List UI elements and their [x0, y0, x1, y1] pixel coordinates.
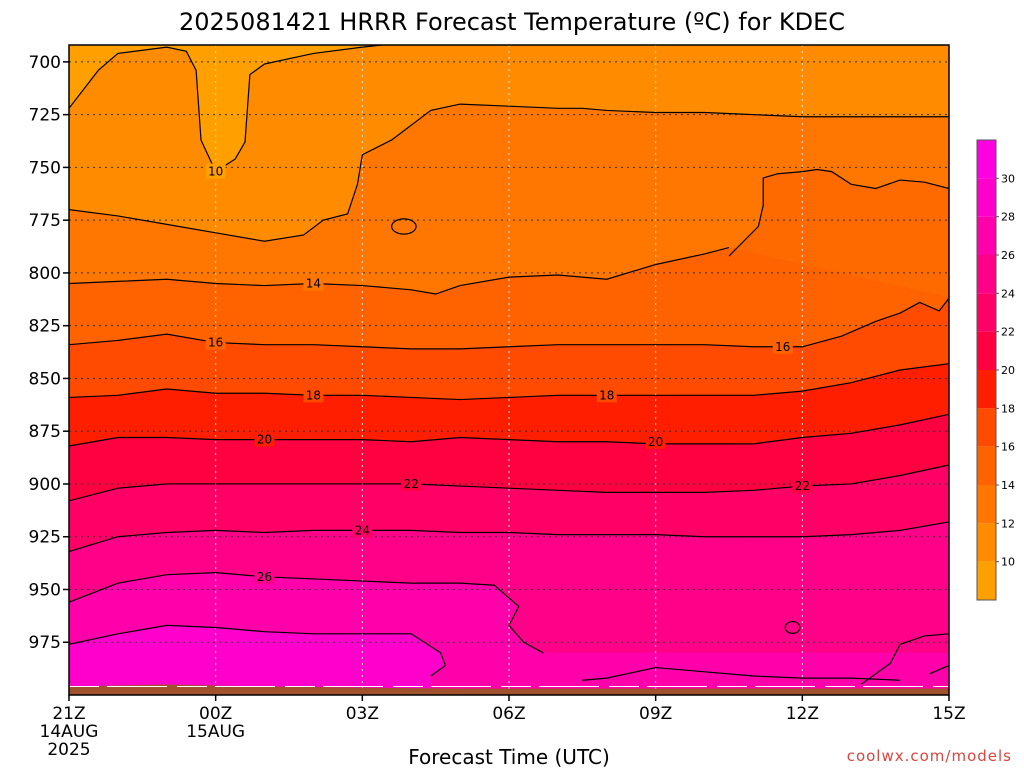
contour-20-7 [69, 413, 949, 447]
colorbar-segment [977, 485, 996, 524]
y-tick-label: 825 [29, 317, 61, 337]
fill-band-10 [69, 45, 949, 172]
contour-label-10: 10 [208, 165, 223, 179]
contour-26-14 [929, 664, 949, 675]
contour-label-16: 16 [208, 336, 223, 350]
contour-label-20: 20 [648, 435, 663, 449]
y-tick-label: 775 [29, 211, 61, 231]
ground-terrain [69, 684, 949, 695]
colorbar-tick-label: 28 [1001, 211, 1015, 224]
contour-label-bg [205, 163, 226, 179]
colorbar-segment [977, 370, 996, 409]
colorbar-segment [977, 331, 996, 370]
contour-ring-0 [391, 218, 417, 235]
contour-label-18: 18 [599, 388, 614, 402]
contour-18-6 [69, 363, 949, 401]
contour-label-22: 22 [404, 477, 419, 491]
contour-label-24: 24 [355, 523, 370, 537]
contour-12-3 [728, 168, 949, 257]
x-tick-label: 00Z 15AUG [186, 704, 245, 742]
fill-band-28 [69, 625, 446, 695]
colorbar-segment [977, 255, 996, 294]
colorbar-tick-label: 20 [1001, 364, 1015, 377]
colorbar-tick-label: 26 [1001, 249, 1015, 262]
contour-label-bg [352, 522, 373, 538]
y-tick-label: 900 [29, 475, 61, 495]
colorbar-segment [977, 561, 996, 600]
contour-label-14: 14 [306, 276, 321, 290]
ground-fill [69, 684, 949, 695]
contour-ring-1 [784, 620, 801, 634]
contour-28-12 [582, 666, 901, 681]
contour-16-5 [69, 297, 949, 350]
contour-label-16: 16 [775, 340, 790, 354]
colorbar-segment [977, 216, 996, 255]
contour-label-bg [596, 387, 617, 403]
colorbar-segment [977, 446, 996, 485]
x-tick-label: 09Z [639, 704, 672, 724]
y-tick-label: 975 [29, 633, 61, 653]
contour-label-22: 22 [795, 479, 810, 493]
credit-link[interactable]: coolwx.com/models [847, 747, 1012, 765]
x-tick-label: 15Z [932, 704, 965, 724]
contour-label-bg [254, 431, 275, 447]
x-axis-label: Forecast Time (UTC) [408, 745, 610, 768]
y-tick-label: 725 [29, 106, 61, 126]
contour-label-bg [254, 568, 275, 584]
colorbar-segment [977, 523, 996, 562]
x-tick-label: 21Z 14AUG 2025 [40, 704, 99, 760]
contour-label-bg [205, 334, 226, 350]
contour-label-bg [772, 338, 793, 354]
y-tick-label: 700 [29, 53, 61, 73]
contour-label-26: 26 [257, 570, 272, 584]
x-tick-label: 06Z [492, 704, 525, 724]
colorbar: 10 12 14 16 18 20 22 24 26 28 30 [976, 139, 1015, 601]
colorbar-tick-label: 10 [1001, 556, 1015, 569]
colorbar-segment [977, 140, 996, 179]
contour-label-bg [303, 275, 324, 291]
contour-26-10 [69, 571, 544, 654]
colorbar-tick-label: 18 [1001, 402, 1015, 415]
time-axis: 21Z 14AUG 2025 00Z 15AUG 03Z 06Z 09Z 12Z 15Z [40, 695, 966, 760]
fill-band-12 [69, 45, 949, 242]
chart-title: 2025081421 HRRR Forecast Temperature (ºC… [179, 8, 845, 36]
x-tick-label: 03Z [346, 704, 379, 724]
colorbar-tick-label: 30 [1001, 172, 1015, 185]
y-tick-label: 750 [29, 158, 61, 178]
contour-label-bg [792, 478, 813, 494]
pressure-axis: 700 725 750 775 800 825 850 875 900 925 950 975 [29, 53, 69, 653]
colorbar-segment [977, 408, 996, 447]
contour-label-bg [303, 387, 324, 403]
x-tick-label: 12Z [786, 704, 819, 724]
contour-28-11 [69, 624, 447, 677]
y-tick-label: 850 [29, 369, 61, 389]
isotherm-contours: 10 14 16 18 20 22 24 26 16 18 20 22 [69, 45, 949, 685]
colorbar-tick-label: 22 [1001, 326, 1015, 339]
y-tick-label: 800 [29, 264, 61, 284]
contour-14-4 [69, 247, 730, 295]
colorbar-segment [977, 293, 996, 332]
colorbar-segment [977, 178, 996, 217]
colorbar-tick-label: 16 [1001, 441, 1015, 454]
contour-12-1 [69, 103, 949, 242]
contour-26-13 [860, 633, 949, 685]
colorbar-tick-label: 24 [1001, 287, 1015, 300]
contour-label-18: 18 [306, 388, 321, 402]
contour-label-20: 20 [257, 433, 272, 447]
colorbar-tick-label: 14 [1001, 479, 1015, 492]
fill-band-14-right [729, 169, 949, 298]
y-tick-label: 875 [29, 422, 61, 442]
y-tick-label: 950 [29, 580, 61, 600]
contour-24-9 [69, 521, 949, 553]
y-tick-label: 925 [29, 528, 61, 548]
contour-label-bg [401, 475, 422, 491]
contour-label-bg [645, 433, 666, 449]
colorbar-tick-label: 12 [1001, 517, 1015, 530]
